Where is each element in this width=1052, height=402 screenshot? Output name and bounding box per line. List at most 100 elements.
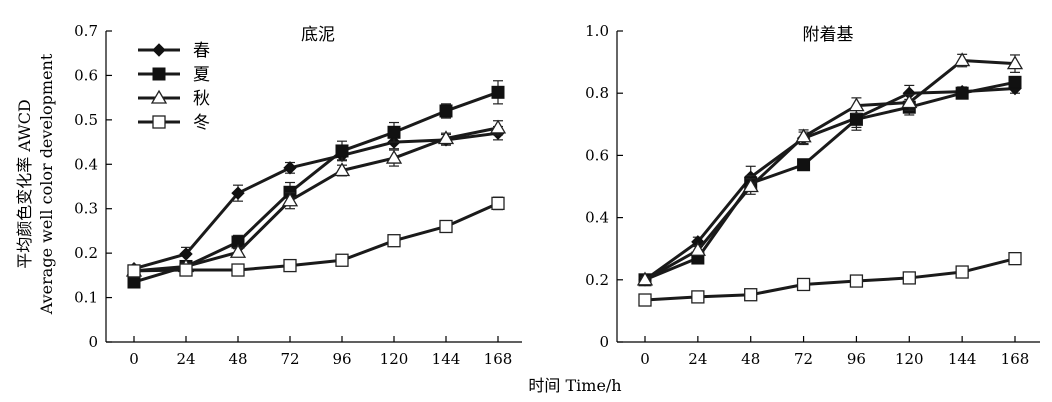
data-point [179,263,193,277]
series-3 [636,52,1024,286]
x-tick-label: 96 [332,350,351,368]
data-point [849,274,864,288]
x-tick-label: 120 [895,350,924,368]
data-point [333,162,351,177]
series-line [644,59,1016,282]
data-point [1008,75,1022,89]
data-point [283,161,297,175]
data-point [689,241,706,256]
y-tick-label: 0.3 [74,200,98,218]
y-tick-label: 0 [599,333,609,351]
x-tick-label: 24 [688,350,707,368]
y-tick-label: 0.4 [74,155,98,173]
legend-item: 冬 [138,113,210,133]
x-tick-label: 0 [129,350,139,368]
y-tick-label: 0.6 [74,66,98,84]
legend-label: 春 [193,41,210,61]
series-line [644,87,1016,282]
data-point [901,94,918,109]
x-tick-label: 144 [432,350,461,368]
y-axis-label-cn: 平均颜色变化率 AWCD [15,99,34,269]
data-point [1006,55,1024,70]
series-4 [127,196,505,278]
x-tick-label: 168 [1001,350,1030,368]
data-point [229,243,247,258]
legend-item: 春 [138,41,210,61]
data-point [636,271,654,286]
y-tick-label: 0.7 [74,22,98,40]
data-point [335,253,349,267]
y-tick-label: 0.4 [585,209,609,227]
data-point [797,158,811,172]
data-point [954,52,971,67]
legend-item: 秋 [138,89,210,109]
series-line [133,126,499,273]
x-tick-label: 96 [847,350,866,368]
data-point [744,288,758,302]
data-point [795,128,812,143]
y-tick-label: 0.8 [585,84,609,102]
data-point [489,119,507,134]
legend-marker [152,43,166,57]
data-point [742,178,759,193]
data-point [796,277,811,292]
data-point [385,149,403,164]
legend-item: 夏 [138,65,210,85]
y-tick-label: 0.1 [74,289,98,307]
chart-panel-substrate: 0 0.2 0.4 0.6 0.8 1.0 0 24 48 72 96 120 144 168 附着基 [585,22,1040,368]
y-tick-label: 0 [88,333,98,351]
data-point [955,265,969,279]
x-tick-label: 168 [484,350,513,368]
legend-marker [150,89,168,104]
y-tick-label: 0.5 [74,111,98,129]
x-tick-label: 24 [176,350,195,368]
data-point [231,263,245,277]
series-line [644,80,1016,282]
series-line [644,257,1016,302]
data-point [1008,252,1022,266]
y-axis-label-en: Average well color development [37,53,56,315]
data-point [902,271,916,285]
x-tick-label: 48 [741,350,760,368]
x-tick-label: 144 [948,350,977,368]
data-point [387,234,401,248]
chart-title: 底泥 [301,25,335,45]
y-axis-label: 平均颜色变化率 AWCD Average well color developm… [15,53,56,315]
legend-marker [152,115,166,129]
data-point [281,192,299,207]
data-point [439,219,453,234]
x-tick-label: 0 [640,350,650,368]
data-point [335,144,349,158]
series-line [133,131,499,271]
x-tick-label: 72 [794,350,813,368]
data-point [491,196,505,211]
series-1 [127,125,505,276]
legend-marker [152,67,166,81]
data-point [283,258,297,273]
data-point [439,104,453,118]
y-tick-label: 0.6 [585,146,609,164]
data-point [638,293,652,307]
x-tick-label: 72 [280,350,299,368]
data-point [231,186,245,200]
data-point [691,290,705,304]
data-point [127,264,141,278]
data-point [955,86,969,100]
data-point [387,125,401,139]
x-tick-label: 120 [380,350,409,368]
data-point [848,97,865,112]
legend-label: 秋 [193,89,210,109]
series-line [133,202,499,273]
legend-label: 夏 [193,65,210,85]
legend-label: 冬 [193,113,210,133]
x-tick-label: 48 [228,350,247,368]
chart-panel-sediment: 0 0.1 0.2 0.3 0.4 0.5 0.6 0.7 0 24 48 72 96 120 144 168… [74,22,522,368]
data-point [127,275,141,289]
data-point [849,112,863,126]
series-4 [638,252,1022,307]
data-point [437,130,455,145]
chart-title: 附着基 [803,25,854,45]
y-tick-label: 0.2 [585,271,609,289]
